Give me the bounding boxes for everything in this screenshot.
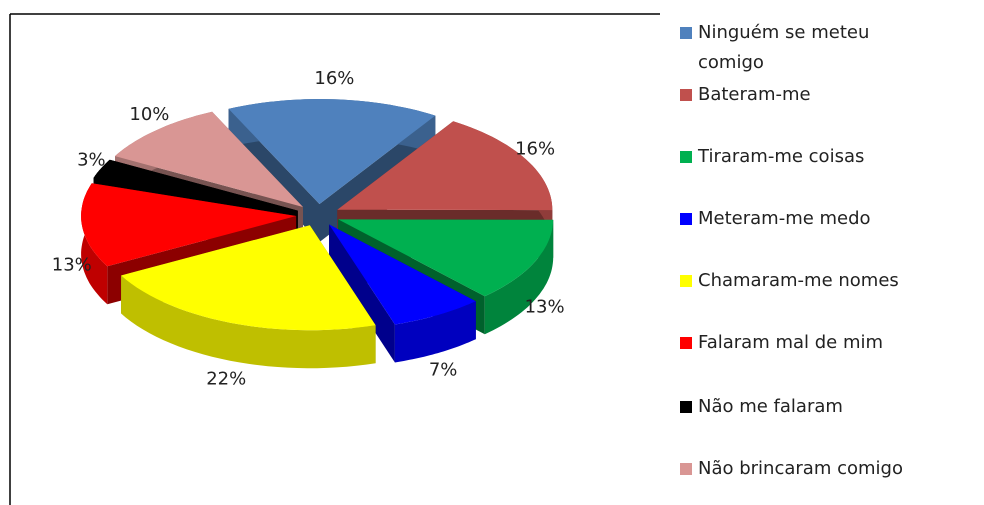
legend-label: Ninguém se meteu comigo: [698, 22, 870, 73]
legend-swatch: [680, 337, 692, 349]
legend-swatch: [680, 463, 692, 475]
slice-top: [338, 219, 554, 297]
slice-side: [329, 224, 395, 363]
slice-top: [337, 121, 553, 211]
legend-label: Não me falaram: [698, 396, 843, 417]
slice: [121, 225, 376, 369]
data-label: 22%: [206, 369, 246, 390]
legend-item: Ninguém se meteu comigo: [680, 18, 878, 78]
legend-swatch: [680, 89, 692, 101]
legend-label: Falaram mal de mim: [698, 332, 884, 353]
data-label: 13%: [52, 254, 92, 275]
legend-label: Chamaram-me nomes: [698, 270, 899, 291]
slice-wall: [121, 275, 376, 369]
slice-top: [121, 225, 376, 331]
slice-top: [93, 159, 298, 211]
slice-top: [115, 111, 303, 207]
legend-item: Meteram-me medo: [680, 204, 871, 234]
slice: [329, 224, 476, 363]
legend-item: Chamaram-me nomes: [680, 266, 899, 296]
data-label: 16%: [314, 68, 354, 89]
data-label: 7%: [429, 360, 458, 381]
legend-swatch: [680, 27, 692, 39]
slice: [228, 99, 436, 243]
legend-swatch: [680, 275, 692, 287]
legend-item: Não brincaram comigo: [680, 454, 903, 484]
legend-item: Bateram-me: [680, 80, 811, 110]
slice-top: [329, 224, 476, 325]
slice-top: [81, 183, 297, 267]
legend-item: Falaram mal de mim: [680, 328, 883, 358]
legend-swatch: [680, 213, 692, 225]
legend-label: Meteram-me medo: [698, 208, 871, 229]
legend-item: Tiraram-me coisas: [680, 142, 864, 172]
slice-wall: [484, 219, 554, 335]
slice-top: [228, 99, 436, 204]
slice-wall: [394, 301, 476, 363]
legend-label: Tiraram-me coisas: [698, 146, 865, 167]
data-label: 16%: [515, 139, 555, 160]
legend-swatch: [680, 151, 692, 163]
data-label: 3%: [77, 149, 106, 170]
data-label: 13%: [525, 297, 565, 318]
legend-label: Não brincaram comigo: [698, 458, 903, 479]
legend-item: Não me falaram: [680, 392, 843, 422]
data-label: 10%: [129, 104, 169, 125]
legend-swatch: [680, 401, 692, 413]
legend-label: Bateram-me: [698, 84, 811, 105]
